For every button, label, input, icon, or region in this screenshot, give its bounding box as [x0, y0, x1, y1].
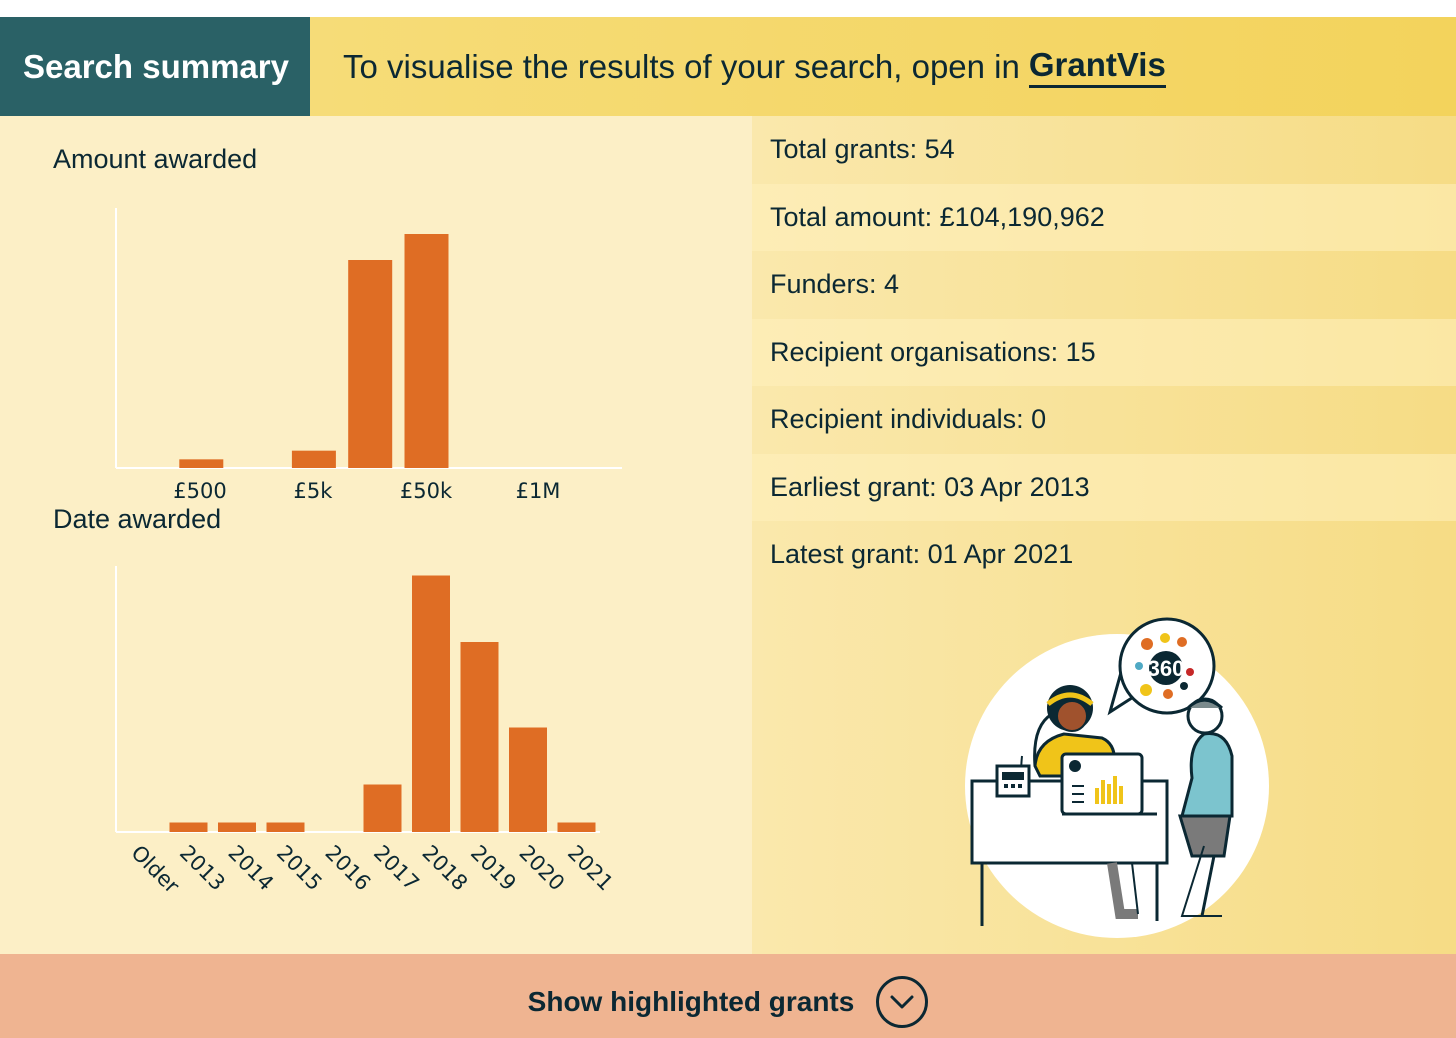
chevron-down-icon[interactable] [876, 976, 929, 1028]
laptop-icon [1060, 752, 1157, 816]
show-highlighted-grants-label: Show highlighted grants [527, 986, 855, 1017]
date-bar [266, 822, 305, 832]
amount-bar [404, 234, 449, 468]
amount-bar [179, 459, 224, 468]
date-bar [460, 642, 499, 832]
man-figure [1177, 697, 1234, 917]
amount-bar [291, 450, 336, 468]
date-bar [218, 822, 256, 832]
stat-latest-grant: Latest grant: 01 Apr 2021 [770, 539, 1074, 569]
date-bar [509, 727, 547, 832]
visualise-message: To visualise the results of your search,… [343, 47, 1020, 85]
date-tick-label: 2021 [563, 841, 618, 896]
date-tick-label: 2013 [175, 841, 230, 896]
search-header: Search summary To visualise the results … [0, 17, 1456, 116]
date-bar [169, 822, 208, 832]
amount-awarded-chart: £500 £5k £50k £1M [115, 208, 622, 503]
amount-tick-label: £5k [294, 479, 334, 503]
date-tick-label: 2018 [417, 841, 472, 896]
date-tick-label: 2020 [514, 841, 569, 896]
amount-chart-title: Amount awarded [53, 144, 258, 174]
date-tick-label: 2014 [223, 841, 278, 896]
people-at-desk-illustration: 360 [965, 617, 1269, 938]
stat-total-amount: Total amount: £104,190,962 [752, 184, 1456, 251]
stat-recipient-organisations: Recipient organisations: 15 [752, 319, 1456, 386]
amount-tick-label: £1M [516, 479, 561, 503]
date-bar [363, 784, 402, 832]
visualise-banner: To visualise the results of your search,… [310, 17, 1456, 116]
amount-bar [348, 260, 393, 468]
search-summary-label: Search summary [23, 47, 289, 85]
date-bar [557, 822, 596, 832]
date-chart-title: Date awarded [53, 504, 222, 534]
amount-tick-label: £50k [400, 479, 453, 503]
phone-icon [995, 764, 1031, 798]
badge-360: 360 [1148, 656, 1185, 681]
grantvis-link[interactable]: GrantVis [1028, 46, 1166, 88]
chart-speech-bubble-icon: 360 [1107, 617, 1216, 716]
date-tick-label: 2017 [369, 841, 424, 896]
date-bar [412, 575, 450, 832]
search-summary-tab: Search summary [0, 17, 310, 116]
date-tick-label: 2016 [320, 841, 375, 896]
stat-earliest-grant: Earliest grant: 03 Apr 2013 [752, 454, 1456, 521]
stat-funders: Funders: 4 [770, 269, 900, 299]
amount-tick-label: £500 [173, 479, 226, 503]
date-awarded-chart: Older20132014201520162017201820192020202… [115, 566, 618, 899]
stats-panel: Total grants: 54 Total amount: £104,190,… [752, 116, 1456, 954]
show-highlighted-grants-button[interactable]: Show highlighted grants [0, 954, 1456, 1038]
date-tick-label: 2019 [466, 841, 521, 896]
date-tick-label: Older [126, 841, 184, 899]
stat-recipient-individuals: Recipient individuals: 0 [770, 404, 1047, 434]
date-tick-label: 2015 [272, 841, 327, 896]
stat-total-grants: Total grants: 54 [770, 134, 955, 164]
charts-panel: Amount awarded £500 £5k £50k £1M Date award… [0, 116, 752, 954]
